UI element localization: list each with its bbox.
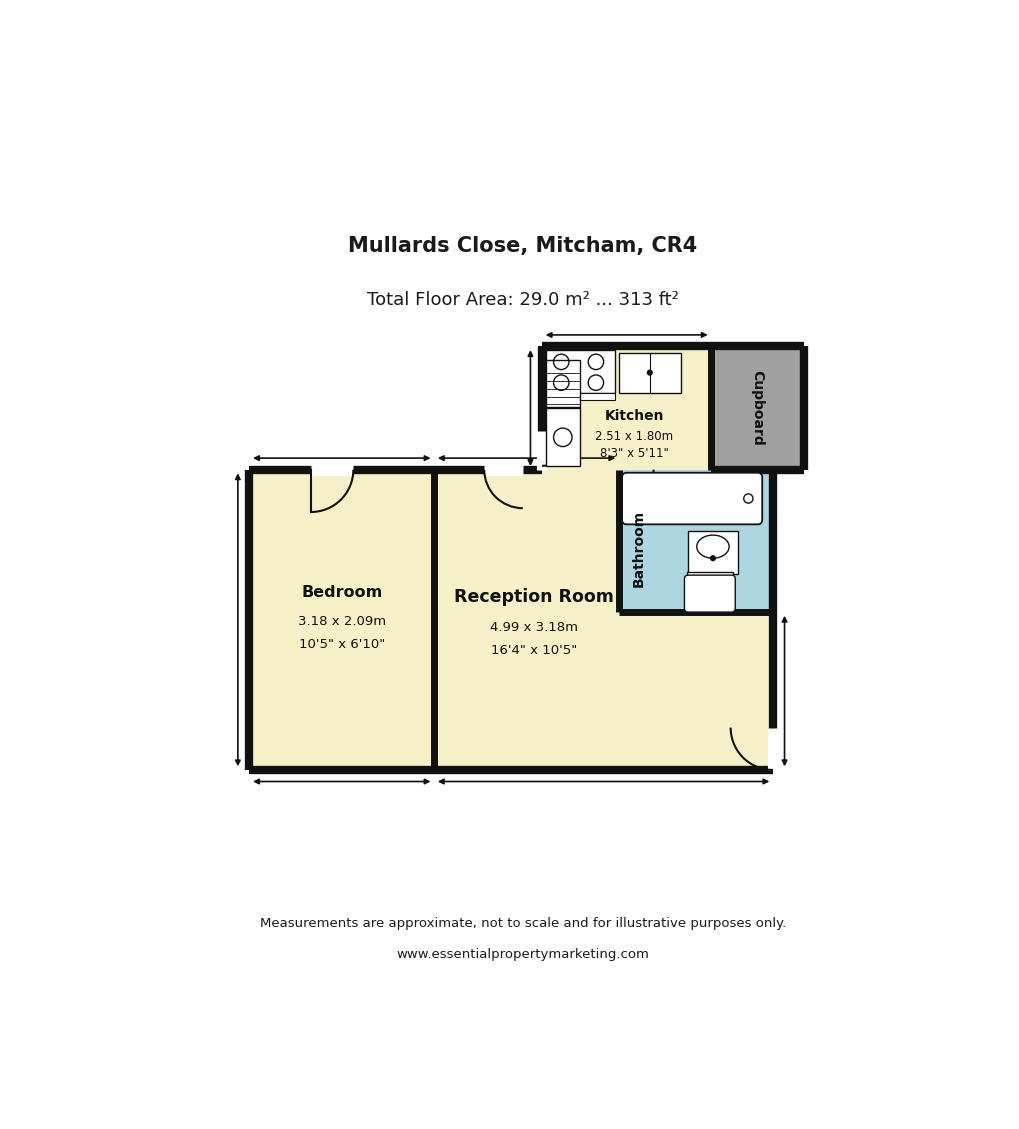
Text: Measurements are approximate, not to scale and for illustrative purposes only.: Measurements are approximate, not to sca… (260, 918, 785, 930)
Bar (434, 470, 772, 770)
Text: Kitchen: Kitchen (604, 409, 663, 422)
Text: 8'3" x 5'11": 8'3" x 5'11" (599, 447, 668, 460)
Circle shape (646, 369, 652, 376)
Text: Reception Room: Reception Room (453, 588, 613, 606)
Bar (545, 350, 614, 393)
Bar (545, 408, 580, 466)
Text: 10'5" x 6'10": 10'5" x 6'10" (299, 638, 384, 651)
Bar (619, 470, 772, 612)
Bar (686, 572, 733, 581)
Text: 4.99 x 3.18m: 4.99 x 3.18m (490, 621, 578, 634)
Text: 2.51 x 1.80m: 2.51 x 1.80m (595, 430, 673, 443)
FancyBboxPatch shape (622, 473, 761, 524)
Bar (250, 470, 434, 770)
Bar (541, 347, 710, 470)
FancyBboxPatch shape (684, 575, 735, 612)
Circle shape (709, 555, 715, 561)
Text: Bedroom: Bedroom (301, 585, 382, 601)
Text: Mullards Close, Mitcham, CR4: Mullards Close, Mitcham, CR4 (347, 236, 697, 256)
Bar (545, 393, 614, 401)
Text: www.essentialpropertymarketing.com: www.essentialpropertymarketing.com (396, 948, 648, 961)
Bar (710, 347, 803, 470)
Text: 3.18 x 2.09m: 3.18 x 2.09m (298, 615, 385, 628)
Text: Bathroom: Bathroom (631, 510, 645, 587)
Text: Cupboard: Cupboard (750, 370, 764, 446)
Bar (688, 532, 738, 574)
Text: 16'4" x 10'5": 16'4" x 10'5" (491, 645, 577, 657)
Bar (545, 360, 580, 406)
Text: Total Floor Area: 29.0 m² ... 313 ft²: Total Floor Area: 29.0 m² ... 313 ft² (367, 291, 678, 309)
Bar (619, 352, 680, 393)
